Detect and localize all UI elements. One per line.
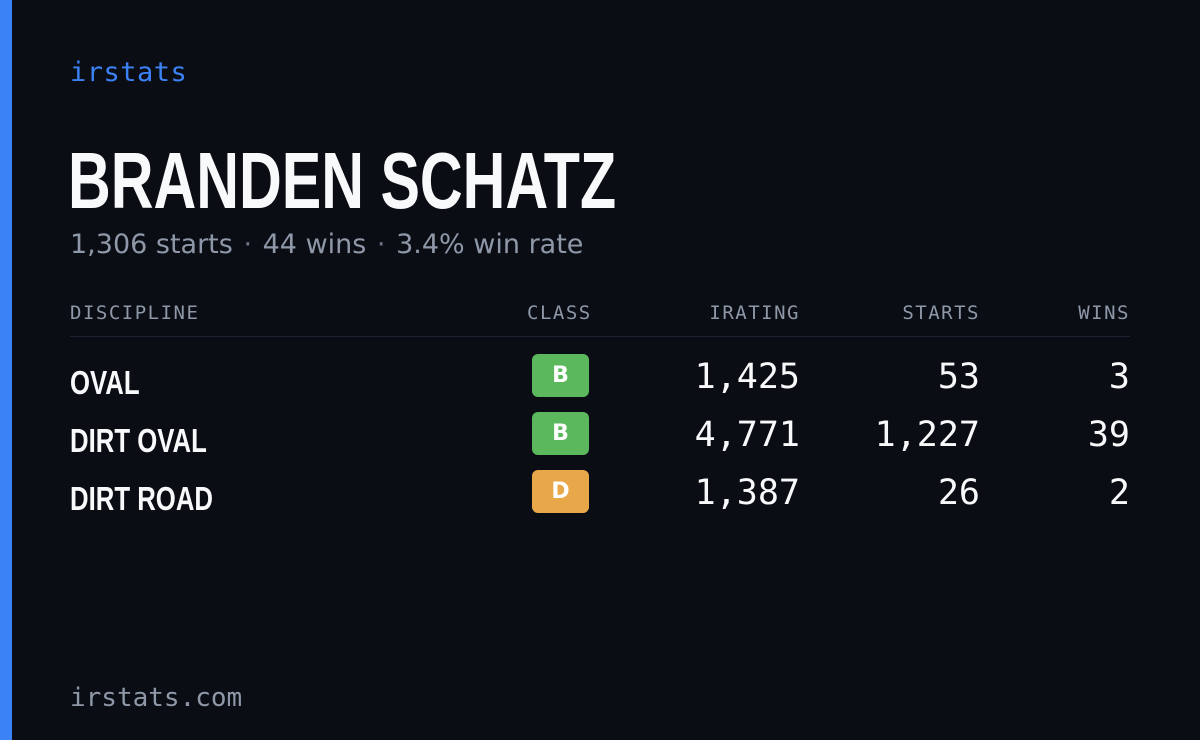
table-row: DIRT OVAL B 4,771 1,227 39 bbox=[0, 412, 1200, 470]
summary-separator: · bbox=[376, 229, 386, 260]
wins-value: 3 bbox=[1108, 357, 1130, 397]
driver-name: BRANDEN SCHATZ bbox=[68, 136, 617, 225]
irating-value: 4,771 bbox=[694, 415, 800, 455]
header-class: CLASS bbox=[527, 302, 592, 324]
discipline-label: DIRT ROAD bbox=[70, 480, 213, 517]
summary-separator: · bbox=[243, 229, 253, 260]
starts-value: 1,227 bbox=[874, 415, 980, 455]
class-badge: D bbox=[532, 470, 589, 513]
table-row: DIRT ROAD D 1,387 26 2 bbox=[0, 470, 1200, 528]
win-rate: 3.4% win rate bbox=[396, 229, 584, 260]
irating-value: 1,387 bbox=[694, 473, 800, 513]
class-badge: B bbox=[532, 412, 589, 455]
table-row: OVAL B 1,425 53 3 bbox=[0, 354, 1200, 412]
header-discipline: DISCIPLINE bbox=[70, 302, 200, 324]
wins-value: 39 bbox=[1087, 415, 1130, 455]
header-divider bbox=[70, 336, 1130, 337]
header-starts: STARTS bbox=[902, 302, 980, 324]
total-starts: 1,306 starts bbox=[70, 229, 233, 260]
accent-bar bbox=[0, 0, 12, 740]
starts-value: 53 bbox=[937, 357, 980, 397]
total-wins: 44 wins bbox=[262, 229, 367, 260]
discipline-label: OVAL bbox=[70, 364, 140, 401]
wins-value: 2 bbox=[1108, 473, 1130, 513]
starts-value: 26 bbox=[937, 473, 980, 513]
discipline-label: DIRT OVAL bbox=[70, 422, 207, 459]
footer-link[interactable]: irstats.com bbox=[70, 683, 243, 713]
header-wins: WINS bbox=[1078, 302, 1130, 324]
irating-value: 1,425 bbox=[694, 357, 800, 397]
class-badge: B bbox=[532, 354, 589, 397]
header-irating: IRATING bbox=[709, 302, 800, 324]
brand-logo[interactable]: irstats bbox=[70, 57, 188, 88]
driver-summary: 1,306 starts · 44 wins · 3.4% win rate bbox=[70, 228, 583, 262]
